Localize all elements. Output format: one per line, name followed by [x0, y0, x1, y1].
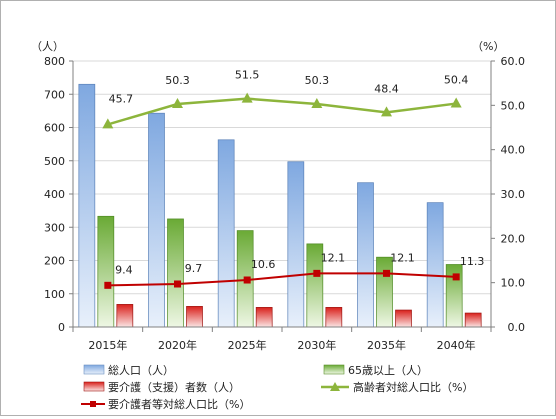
x-tick-label: 2015年 — [88, 338, 127, 352]
data-label-care-ratio: 9.7 — [185, 262, 203, 275]
marker-care-ratio — [104, 281, 112, 289]
data-label-elderly-ratio: 50.4 — [444, 74, 469, 87]
marker-elderly-ratio — [450, 97, 462, 108]
marker-care-ratio — [313, 269, 321, 277]
right-tick-label: 40.0 — [501, 144, 526, 157]
left-tick-label: 200 — [44, 255, 65, 268]
data-label-care-ratio: 11.3 — [460, 255, 485, 268]
bar-care-needed — [464, 312, 482, 328]
line-care-ratio — [107, 272, 457, 287]
bar-total-population — [357, 182, 374, 328]
line-elderly-ratio — [107, 97, 457, 126]
legend-swatch-65-plus — [323, 364, 345, 375]
x-tick-label: 2025年 — [228, 338, 267, 352]
bar-care-needed — [255, 307, 273, 328]
data-label-elderly-ratio: 50.3 — [305, 74, 330, 87]
marker-care-ratio — [243, 276, 251, 284]
left-tick-label: 0 — [58, 321, 65, 334]
right-tick-label: 60.0 — [501, 55, 526, 68]
legend-marker-elderly-ratio — [330, 382, 340, 391]
data-label-elderly-ratio: 48.4 — [374, 82, 399, 95]
x-tick-label: 2040年 — [437, 338, 476, 352]
bar-care-needed — [186, 306, 203, 328]
marker-elderly-ratio — [311, 98, 323, 109]
right-tick-label: 10.0 — [501, 277, 526, 290]
left-tick-label: 100 — [44, 288, 65, 301]
left-tick-label: 800 — [44, 55, 65, 68]
legend-label-elderly-ratio: 高齢者対総人口比（%） — [353, 380, 473, 394]
data-label-care-ratio: 12.1 — [321, 251, 346, 264]
x-tick-label: 2035年 — [367, 338, 406, 352]
marker-elderly-ratio — [241, 92, 253, 103]
right-tick-label: 50.0 — [501, 99, 526, 112]
left-tick-label: 700 — [44, 88, 65, 101]
bar-age-65-plus — [376, 256, 393, 328]
bar-age-65-plus — [167, 218, 184, 328]
x-tick-label: 2020年 — [158, 338, 197, 352]
left-tick-label: 400 — [44, 188, 65, 201]
bar-care-needed — [395, 309, 412, 328]
data-label-elderly-ratio: 50.3 — [165, 74, 190, 87]
data-label-care-ratio: 9.4 — [115, 263, 133, 276]
legend-label-care-needed: 要介護（支援）者数（人） — [108, 380, 240, 394]
bar-age-65-plus — [97, 215, 115, 328]
data-label-elderly-ratio: 45.7 — [109, 92, 134, 105]
bar-total-population — [217, 139, 235, 328]
marker-elderly-ratio — [172, 98, 183, 109]
legend-swatch-care-needed — [83, 381, 105, 392]
left-axis-unit: （人） — [31, 40, 64, 53]
legend-label-65-plus: 65歳以上（人） — [348, 364, 428, 377]
bar-total-population — [78, 83, 96, 328]
marker-elderly-ratio — [102, 118, 114, 129]
marker-care-ratio — [383, 269, 390, 277]
left-tick-label: 500 — [44, 155, 65, 168]
right-axis-unit: （%） — [472, 40, 504, 53]
data-label-care-ratio: 12.1 — [390, 251, 415, 264]
bar-total-population — [287, 161, 305, 328]
bar-total-population — [148, 112, 165, 328]
bar-care-needed — [116, 304, 134, 328]
legend-marker-care-ratio — [90, 401, 96, 407]
bar-total-population — [426, 202, 444, 328]
bar-care-needed — [325, 307, 343, 328]
right-tick-label: 0.0 — [508, 321, 526, 334]
x-tick-label: 2030年 — [297, 338, 336, 352]
marker-elderly-ratio — [381, 106, 392, 117]
left-tick-label: 600 — [44, 122, 65, 135]
left-tick-label: 300 — [44, 221, 65, 234]
right-tick-label: 20.0 — [501, 232, 526, 245]
marker-care-ratio — [174, 280, 181, 288]
legend-swatch-total-population — [83, 364, 105, 375]
legend-label-total-population: 総人口（人） — [108, 363, 174, 377]
legend-label-care-ratio: 要介護者等対総人口比（%） — [108, 397, 250, 411]
legend: 総人口（人） 65歳以上（人） 要介護（支援）者数（人） 高齢者対総人口比（%）… — [81, 363, 473, 411]
right-tick-label: 30.0 — [501, 188, 526, 201]
data-label-care-ratio: 10.6 — [251, 258, 276, 271]
data-label-elderly-ratio: 51.5 — [235, 69, 260, 82]
marker-care-ratio — [452, 273, 460, 281]
